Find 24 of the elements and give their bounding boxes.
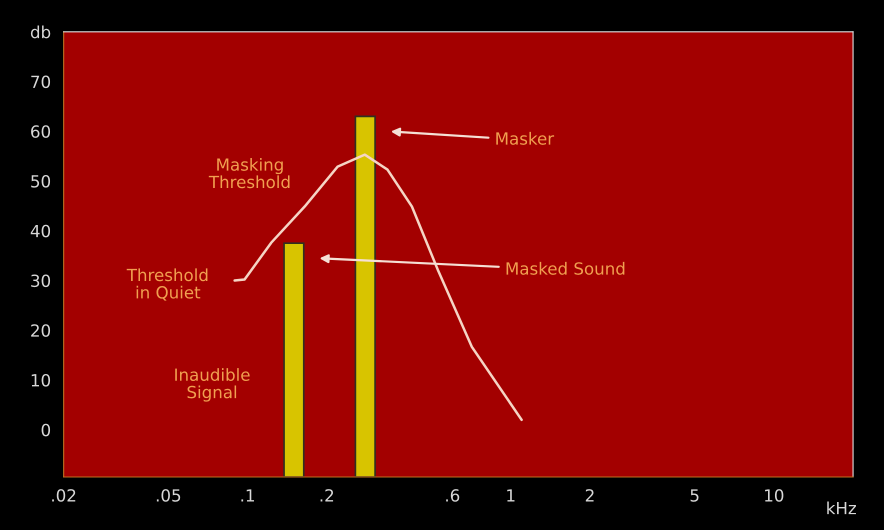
x-tick-label: .6 [446, 489, 460, 502]
y-tick-label: 50 [31, 174, 50, 188]
x-tick-label: 2 [586, 489, 594, 502]
x-axis-title: kHz [827, 501, 856, 514]
annotation: Masked Sound [506, 262, 624, 275]
x-tick-label: .2 [320, 489, 334, 502]
y-tick-label: 70 [31, 76, 50, 88]
y-tick-label: 10 [32, 374, 50, 387]
y-tick-label: 0 [42, 424, 50, 436]
y-tick-label: 20 [31, 324, 50, 337]
y-tick-label: 30 [31, 274, 50, 288]
x-tick-label: 1 [507, 489, 514, 502]
x-tick-label: .1 [241, 489, 254, 502]
x-tick-label: .02 [52, 489, 76, 502]
x-tick-label: .05 [156, 489, 180, 502]
y-tick-label: db [30, 25, 50, 38]
y-tick-label: 60 [31, 125, 50, 138]
annotation: Masker [496, 132, 554, 145]
x-tick-label: 10 [765, 489, 784, 502]
annotation: Masking Threshold [208, 158, 290, 188]
x-tick-label: 5 [690, 489, 698, 502]
annotation: Threshold in Quiet [126, 268, 208, 301]
y-tick-label: 40 [30, 224, 50, 238]
annotation: Inaudible Signal [175, 368, 250, 402]
